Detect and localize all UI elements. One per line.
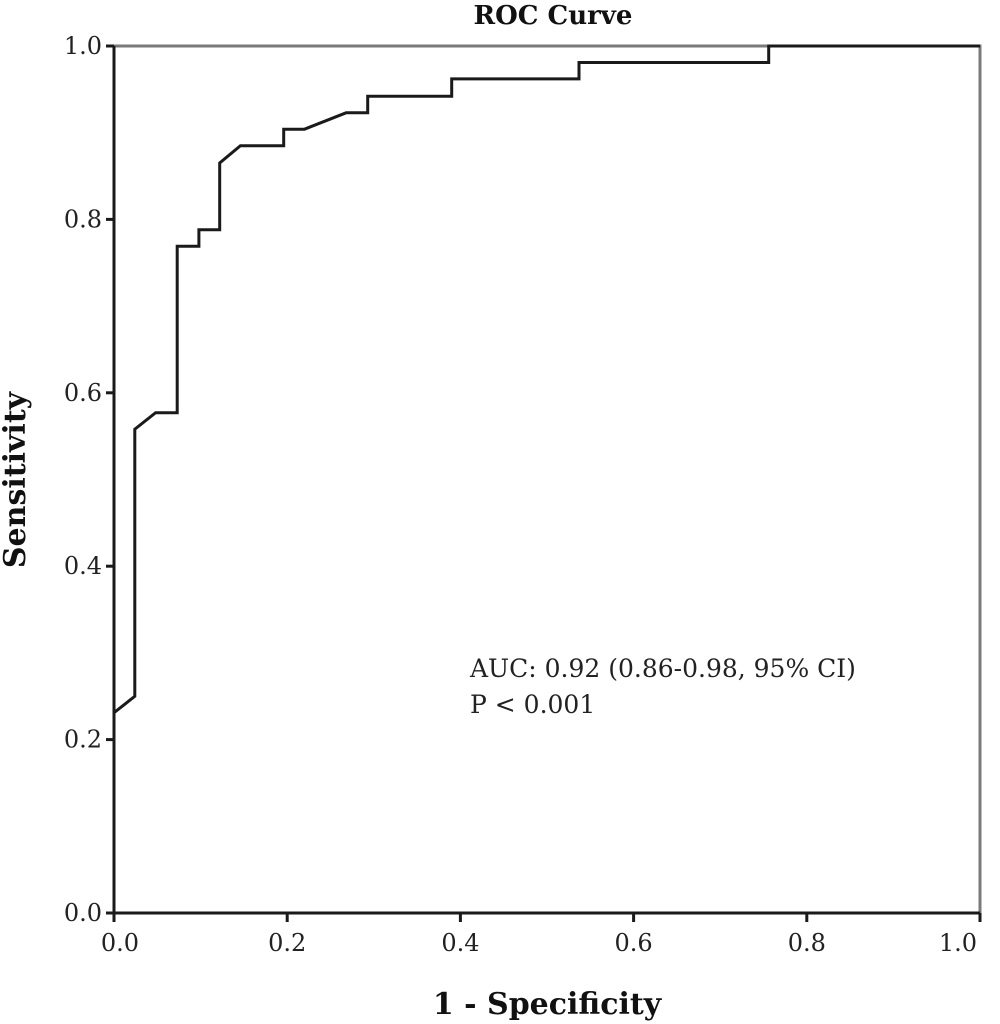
- x-tick-label: 0.8: [788, 929, 826, 957]
- y-axis-ticks: 0.0 0.2 0.4 0.6 0.8 1.0: [64, 32, 114, 927]
- y-tick-label: 0.2: [64, 726, 102, 754]
- y-tick-label: 0.8: [64, 205, 102, 233]
- auc-annotation: AUC: 0.92 (0.86-0.98, 95% CI): [469, 654, 856, 683]
- y-tick-label: 0.6: [64, 379, 102, 407]
- roc-curve-line: [112, 44, 980, 913]
- x-tick-label: 0.4: [441, 929, 479, 957]
- p-value-annotation: P < 0.001: [470, 690, 595, 719]
- plot-frame: [112, 44, 982, 915]
- x-tick-label: 0.0: [101, 929, 139, 957]
- x-tick-label: 0.2: [268, 929, 306, 957]
- y-tick-label: 0.0: [64, 899, 102, 927]
- chart-title: ROC Curve: [474, 1, 633, 31]
- x-tick-label: 1.0: [939, 929, 977, 957]
- y-tick-label: 0.4: [64, 552, 102, 580]
- x-tick-label: 0.6: [615, 929, 653, 957]
- x-axis-ticks: 0.0 0.2 0.4 0.6 0.8 1.0: [101, 913, 982, 957]
- y-axis-label: Sensitivity: [0, 390, 33, 568]
- y-tick-label: 1.0: [64, 32, 102, 60]
- x-axis-label: 1 - Specificity: [433, 987, 663, 1022]
